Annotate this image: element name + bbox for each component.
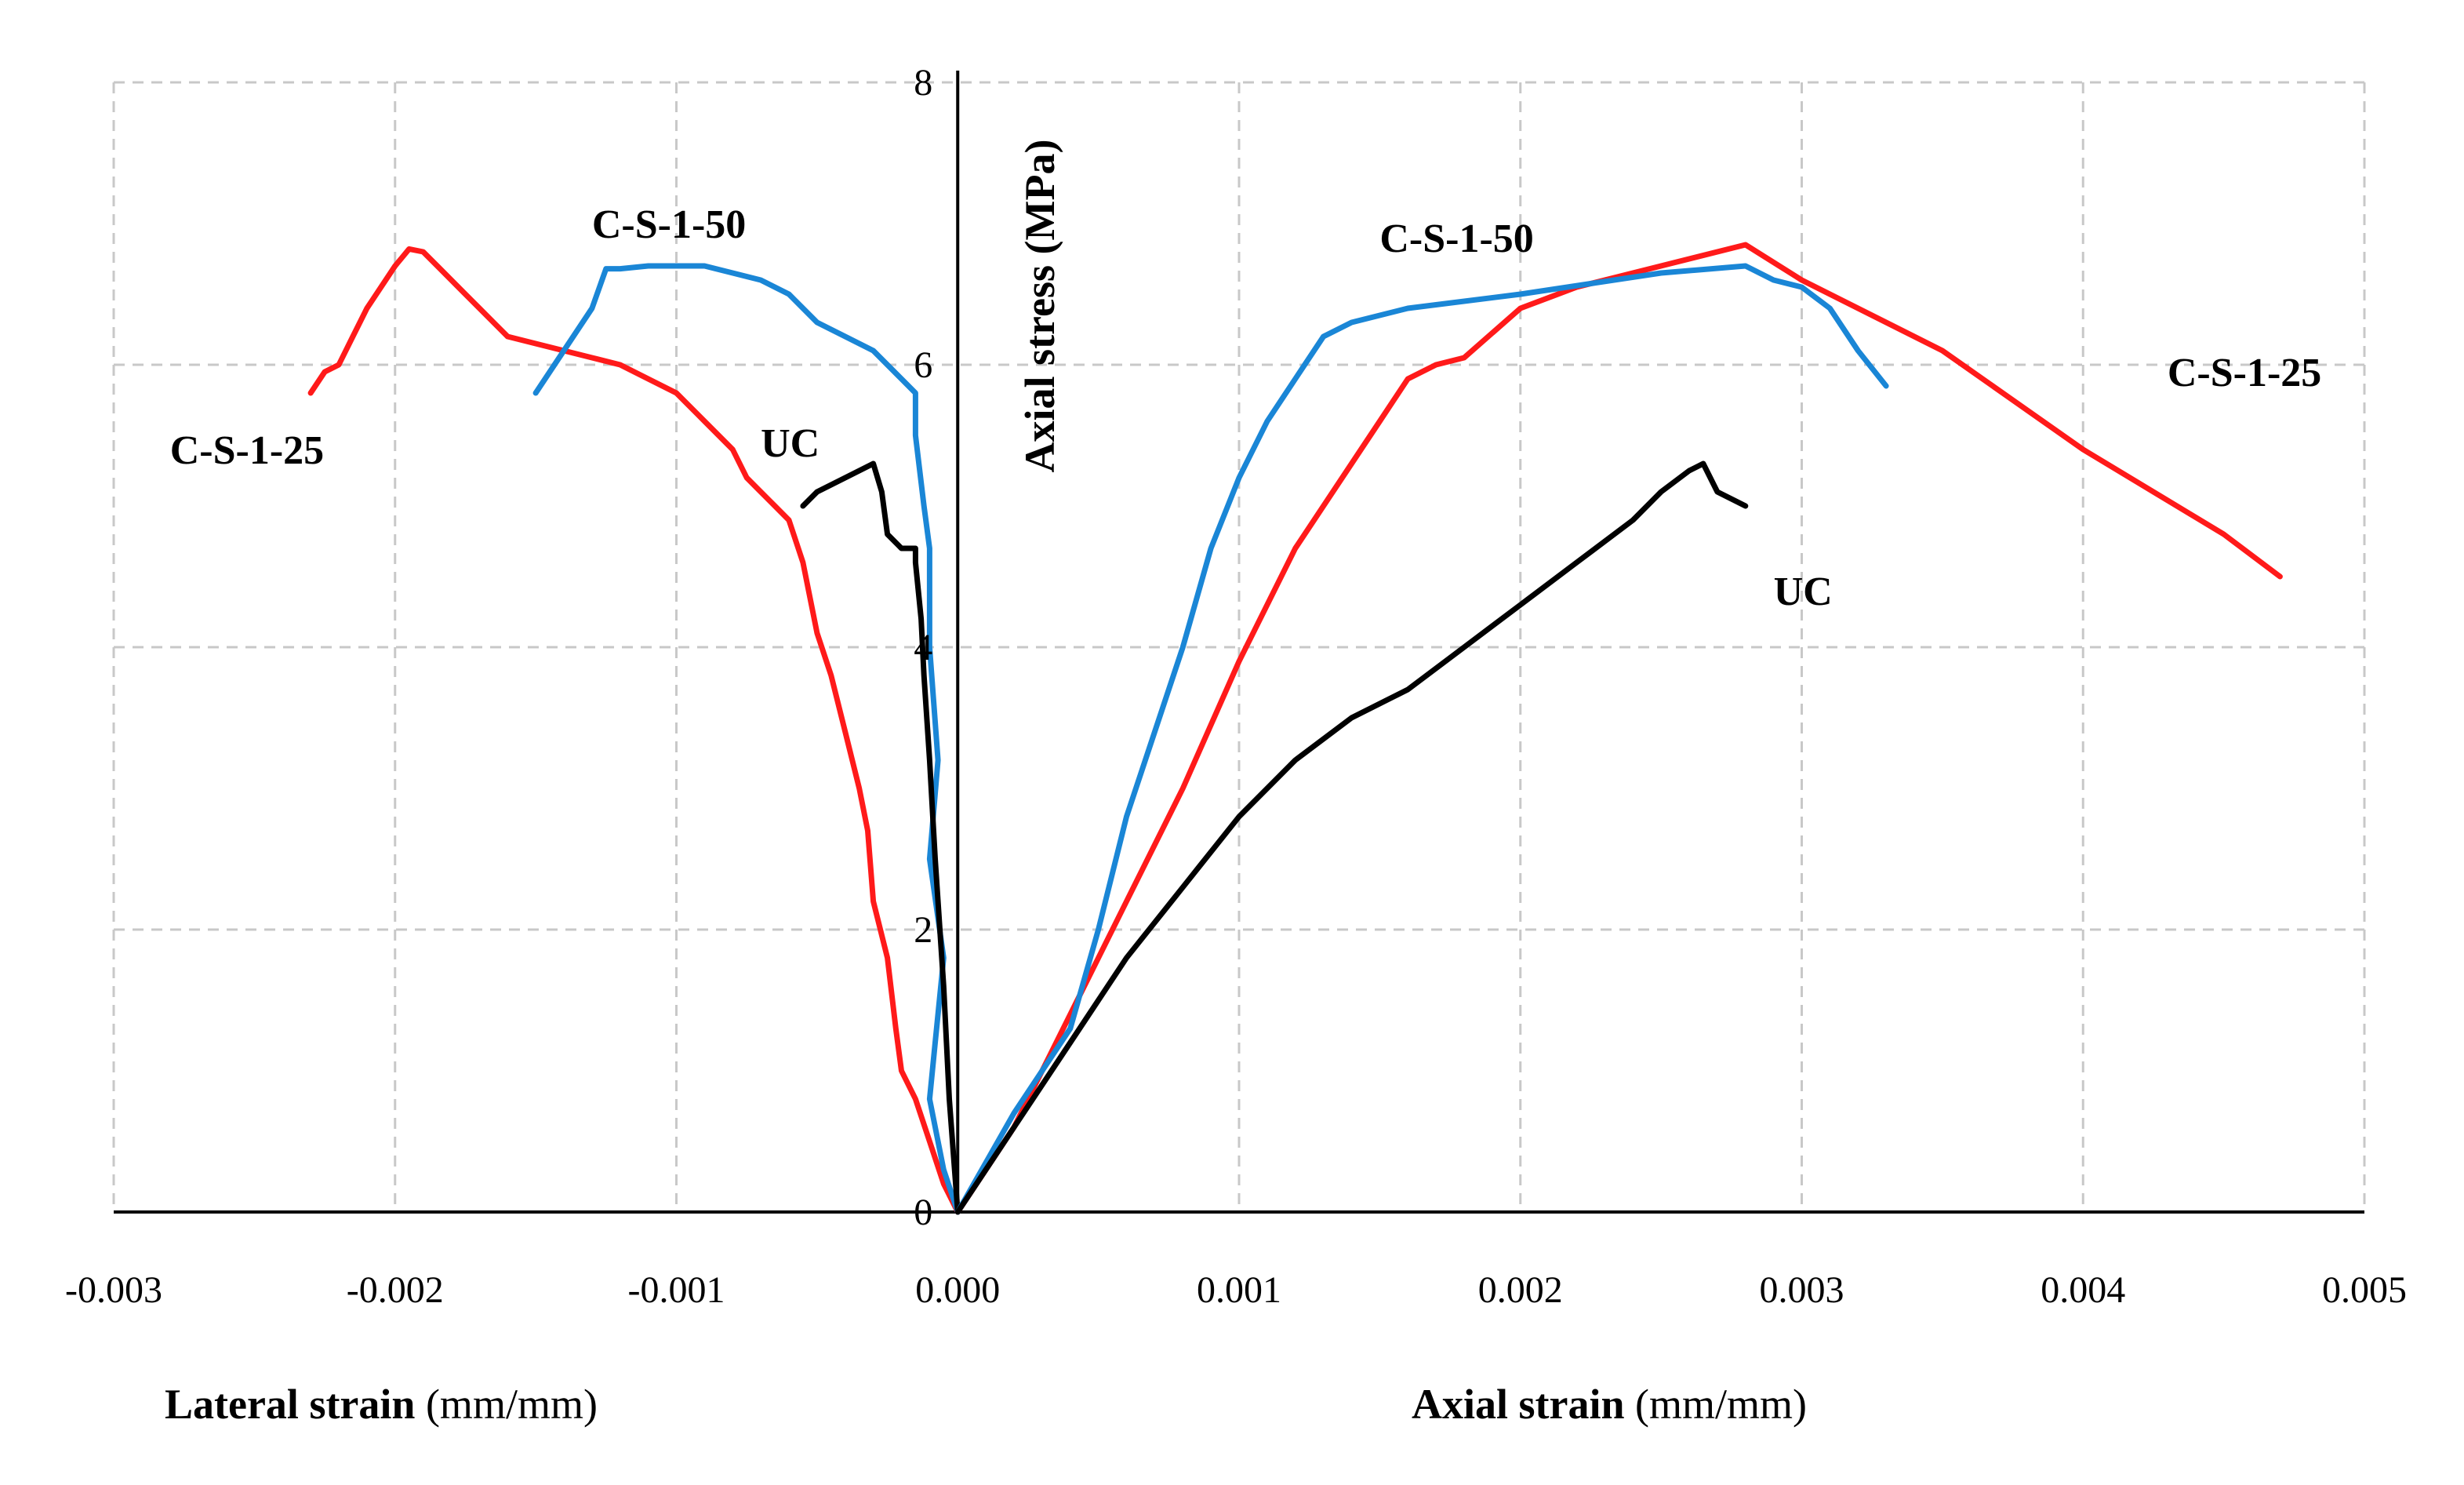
x-tick-label: 0.003: [1760, 1269, 1844, 1311]
series-annotation: C-S-1-25: [170, 428, 324, 473]
series-lines: [307, 242, 2283, 1215]
x-tick-label: 0.004: [2041, 1269, 2125, 1311]
x-tick-label: 0.005: [2322, 1269, 2407, 1311]
axes: [114, 71, 2364, 1214]
x-axis-title-axial: Axial strain (mm/mm): [1412, 1381, 1807, 1428]
series-line-c-s-1-25-axial: [954, 242, 2283, 1215]
x-tick-label: -0.002: [347, 1269, 444, 1311]
x-axis-title-axial-unit: (mm/mm): [1625, 1381, 1807, 1428]
series-line-uc-lateral: [800, 460, 961, 1215]
series-annotation: C-S-1-50: [592, 202, 746, 247]
y-axis-title: Axial stress (MPa): [1016, 140, 1063, 473]
series-line-c-s-1-50-lateral: [532, 263, 961, 1215]
y-tick-label: 6: [914, 344, 932, 386]
y-tick-label: 2: [914, 909, 932, 951]
x-tick-label: 0.002: [1478, 1269, 1563, 1311]
series-annotation: C-S-1-50: [1379, 217, 1533, 261]
x-axis-title-lateral: Lateral strain (mm/mm): [165, 1381, 598, 1428]
series-line-uc-axial: [954, 460, 1749, 1215]
y-tick-label: 8: [914, 62, 932, 104]
y-tick-label: 0: [914, 1192, 932, 1233]
x-tick-label: -0.003: [65, 1269, 162, 1311]
series-annotation: UC: [761, 421, 820, 466]
grid-lines: [112, 81, 2366, 1212]
x-tick-label: 0.000: [915, 1269, 1000, 1311]
series-line-c-s-1-50-axial: [954, 263, 1889, 1215]
x-tick-label: -0.001: [628, 1269, 725, 1311]
x-tick-label: 0.001: [1197, 1269, 1281, 1311]
x-axis-title-axial-bold: Axial strain: [1412, 1381, 1625, 1428]
series-annotation: C-S-1-25: [2168, 351, 2321, 395]
series-annotations: C-S-1-25 C-S-1-50 UC C-S-1-50 C-S-1-25 UC: [170, 202, 2322, 614]
x-axis-title-lateral-bold: Lateral strain: [165, 1381, 415, 1428]
series-line-c-s-1-25-lateral: [307, 246, 961, 1215]
tick-labels: -0.003 -0.002 -0.001 0.000 0.001 0.002 0.003 0.…: [65, 62, 2407, 1311]
series-annotation: UC: [1774, 570, 1833, 614]
x-axis-title-lateral-unit: (mm/mm): [415, 1381, 597, 1428]
y-tick-label: 4: [914, 627, 932, 668]
